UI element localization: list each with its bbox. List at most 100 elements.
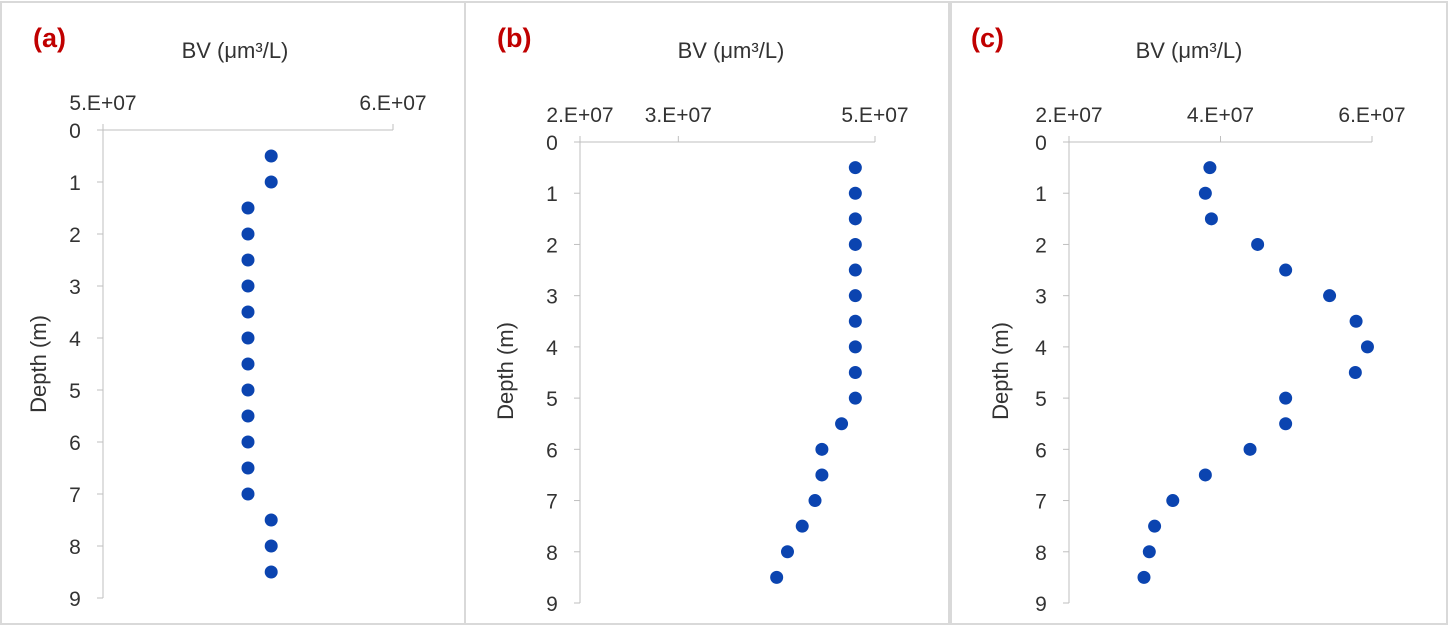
y-tick-label: 0 xyxy=(69,120,81,143)
data-point xyxy=(241,357,255,371)
data-point xyxy=(264,513,278,527)
y-tick-label: 3 xyxy=(69,276,81,299)
data-point xyxy=(795,519,809,533)
y-tick-label: 2 xyxy=(1035,234,1047,257)
data-point xyxy=(1251,237,1265,251)
x-axis-title: BV (μm³/L) xyxy=(678,38,785,63)
data-point xyxy=(241,305,255,319)
y-tick-label: 6 xyxy=(546,439,558,462)
y-tick-label: 1 xyxy=(69,172,81,195)
y-tick-label: 0 xyxy=(546,132,558,155)
y-tick-label: 2 xyxy=(69,224,81,247)
y-tick-label: 9 xyxy=(546,593,558,616)
data-point xyxy=(241,279,255,293)
y-tick-label: 9 xyxy=(69,588,81,611)
x-axis-title: BV (μm³/L) xyxy=(1136,38,1243,63)
data-point xyxy=(848,186,862,200)
data-point xyxy=(264,539,278,553)
data-point xyxy=(1279,263,1293,277)
data-point xyxy=(1360,340,1374,354)
y-tick-label: 1 xyxy=(546,183,558,206)
data-point xyxy=(241,331,255,345)
data-point xyxy=(770,570,784,584)
data-point xyxy=(1198,468,1212,482)
panel-frame xyxy=(464,1,950,625)
y-tick-label: 5 xyxy=(1035,388,1047,411)
data-point xyxy=(1348,366,1362,379)
x-tick-label: 6.E+07 xyxy=(359,92,426,115)
y-tick-label: 5 xyxy=(546,388,558,411)
x-tick-label: 2.E+07 xyxy=(546,104,613,127)
panel-label: (b) xyxy=(497,23,531,53)
data-point xyxy=(1142,545,1156,559)
y-tick-label: 6 xyxy=(1035,439,1047,462)
data-point xyxy=(1137,570,1151,584)
data-point xyxy=(1148,519,1162,533)
data-point xyxy=(1204,212,1218,226)
data-point xyxy=(241,487,255,501)
x-tick-label: 5.E+07 xyxy=(841,104,908,127)
y-tick-label: 7 xyxy=(1035,491,1047,514)
y-tick-label: 4 xyxy=(1035,337,1047,360)
y-tick-label: 4 xyxy=(546,337,558,360)
y-axis-title: Depth (m) xyxy=(988,322,1013,420)
data-point xyxy=(815,442,829,456)
y-tick-label: 3 xyxy=(1035,286,1047,309)
y-tick-label: 8 xyxy=(69,536,81,559)
y-tick-label: 7 xyxy=(69,484,81,507)
y-tick-label: 9 xyxy=(1035,593,1047,616)
data-point xyxy=(1166,494,1180,508)
y-tick-label: 1 xyxy=(1035,183,1047,206)
data-point xyxy=(1243,442,1257,456)
data-point xyxy=(848,212,862,226)
data-point xyxy=(780,545,794,559)
data-point xyxy=(1349,314,1363,328)
x-tick-label: 4.E+07 xyxy=(1187,104,1254,127)
panel-label: (a) xyxy=(33,23,66,53)
data-point xyxy=(241,201,255,215)
data-point xyxy=(848,289,862,303)
x-tick-label: 6.E+07 xyxy=(1338,104,1405,127)
y-tick-label: 3 xyxy=(546,286,558,309)
data-point xyxy=(848,237,862,251)
data-point xyxy=(1198,186,1212,200)
data-point xyxy=(241,409,255,423)
chart-panel-1: (a) BV (μm³/L) Depth (m) 5.E+07 6.E+07 0 1 2 3 4 5… xyxy=(0,1,466,625)
x-tick-label: 2.E+07 xyxy=(1035,104,1102,127)
data-point xyxy=(848,263,862,277)
data-point xyxy=(848,366,862,379)
chart-panel-2: (b) BV (μm³/L) Depth (m) 2.E+07 3.E+07 5.E+07… xyxy=(464,1,950,625)
data-point xyxy=(835,417,849,431)
data-point xyxy=(815,468,829,482)
data-point xyxy=(264,565,278,579)
data-point xyxy=(241,461,255,475)
y-axis-title: Depth (m) xyxy=(26,315,51,413)
data-point xyxy=(1279,417,1293,431)
y-tick-label: 6 xyxy=(69,432,81,455)
chart-panel-3: (c) BV (μm³/L) Depth (m) 2.E+07 4.E+07 6.E+07… xyxy=(950,1,1448,625)
panel-label: (c) xyxy=(971,23,1004,53)
data-point xyxy=(848,340,862,354)
y-tick-label: 5 xyxy=(69,380,81,403)
data-point xyxy=(264,149,278,163)
y-tick-label: 8 xyxy=(1035,542,1047,565)
data-point xyxy=(241,383,255,397)
panel-frame xyxy=(0,1,466,625)
data-point xyxy=(1203,161,1217,175)
x-tick-label: 3.E+07 xyxy=(645,104,712,127)
data-point xyxy=(1279,391,1293,405)
data-point xyxy=(241,253,255,267)
data-point xyxy=(1323,289,1337,303)
data-point xyxy=(264,175,278,189)
y-tick-label: 0 xyxy=(1035,132,1047,155)
panel-frame xyxy=(950,1,1448,625)
data-point xyxy=(848,161,862,175)
data-point xyxy=(241,435,255,449)
data-point xyxy=(808,494,822,508)
y-tick-label: 2 xyxy=(546,234,558,257)
y-axis-title: Depth (m) xyxy=(493,322,518,420)
data-point xyxy=(241,227,255,241)
y-tick-label: 8 xyxy=(546,542,558,565)
y-tick-label: 7 xyxy=(546,491,558,514)
